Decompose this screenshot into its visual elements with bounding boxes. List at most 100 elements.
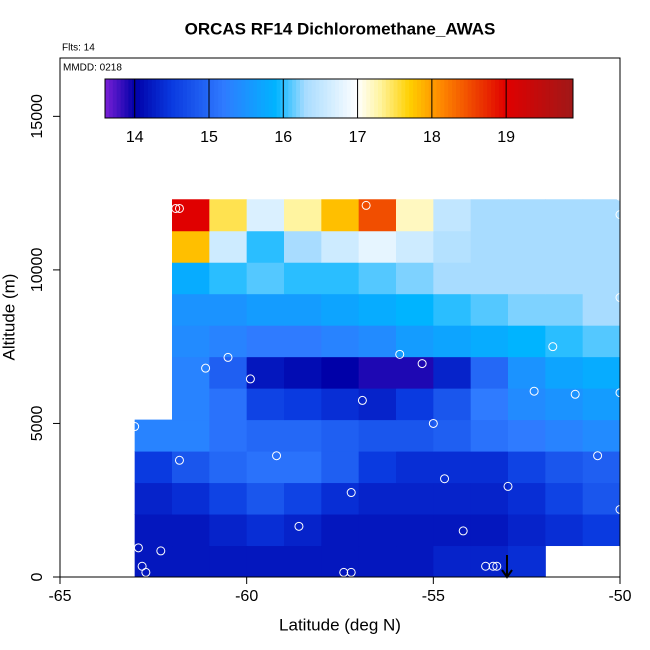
heat-cell [358, 514, 397, 547]
colorbar-segment [456, 79, 461, 118]
colorbar-segment [506, 79, 512, 118]
heat-cell [433, 514, 472, 547]
colorbar-segment [264, 79, 270, 118]
x-axis-label: Latitude (deg N) [279, 615, 401, 634]
colorbar-segment [300, 79, 305, 118]
heat-cell [209, 262, 248, 295]
colorbar-segment [147, 79, 153, 118]
colorbar-segment [510, 79, 515, 118]
colorbar-segment [124, 79, 129, 118]
heat-cell [172, 545, 210, 578]
colorbar-segment [167, 79, 172, 118]
heat-cell [172, 325, 210, 358]
heat-cell [172, 230, 210, 263]
colorbar-segment [225, 79, 231, 118]
heat-cell [284, 451, 322, 484]
colorbar-segment [323, 79, 328, 118]
heat-cell [396, 388, 434, 421]
colorbar-segment [350, 79, 356, 118]
observation [130, 422, 140, 432]
heat-cell [433, 482, 472, 515]
heat-cell [209, 482, 248, 515]
colorbar-segment [105, 79, 110, 118]
heat-cell [321, 356, 360, 389]
heat-cell [209, 545, 248, 578]
colorbar-tick-label: 14 [126, 129, 144, 146]
colorbar-segment [514, 79, 519, 118]
colorbar-segment [175, 79, 180, 118]
colorbar-segment [276, 79, 281, 118]
colorbar-segment [385, 79, 391, 118]
heat-cell [582, 419, 621, 452]
heat-cell [358, 388, 397, 421]
observations [130, 191, 625, 577]
heat-cell [396, 230, 434, 263]
heat-cell [209, 514, 248, 547]
heat-cell [396, 451, 434, 484]
colorbar-segment [327, 79, 332, 118]
colorbar-segment [237, 79, 242, 118]
heat-cell [545, 419, 584, 452]
heat-cell [172, 356, 210, 389]
colorbar-segment [413, 79, 418, 118]
colorbar-segment [108, 79, 114, 118]
heat-cell [508, 230, 546, 263]
colorbar-segment [144, 79, 149, 118]
x-tick-label: -50 [608, 588, 631, 605]
heat-cell [470, 262, 509, 295]
heat-cell [246, 325, 285, 358]
colorbar-segment [288, 79, 293, 118]
colorbar-segment [522, 79, 527, 118]
observation [171, 203, 181, 213]
colorbar-segment [452, 79, 457, 118]
colorbar-segment [358, 79, 363, 118]
heatmap [134, 199, 621, 578]
colorbar-segment [389, 79, 395, 118]
colorbar-segment [120, 79, 125, 118]
heat-cell [545, 230, 584, 263]
heat-cell [582, 262, 621, 295]
heat-cell [321, 451, 360, 484]
x-tick-label: -55 [422, 588, 445, 605]
observation [156, 546, 166, 556]
colorbar-segment [378, 79, 383, 118]
heat-cell [433, 199, 472, 232]
heat-cell [545, 262, 584, 295]
colorbar-segment [549, 79, 554, 118]
heat-cell [508, 199, 546, 232]
heat-cell [321, 514, 360, 547]
heat-cell [246, 199, 285, 232]
heat-cell [284, 199, 322, 232]
colorbar-segment [311, 79, 317, 118]
heat-cell [358, 451, 397, 484]
heat-cell [246, 356, 285, 389]
colorbar-segment [307, 79, 313, 118]
observation [174, 455, 184, 465]
colorbar-segment [475, 79, 480, 118]
colorbar-segment [346, 79, 352, 118]
heat-cell [321, 262, 360, 295]
colorbar-segment [553, 79, 558, 118]
colorbar-segment [136, 79, 141, 118]
heat-cell [134, 514, 173, 547]
heat-cell [284, 325, 322, 358]
heat-cell [508, 419, 546, 452]
colorbar-segment [233, 79, 239, 118]
heat-cell [321, 482, 360, 515]
colorbar-segment [354, 79, 359, 118]
heat-cell [508, 356, 546, 389]
colorbar-segment [335, 79, 340, 118]
colorbar-segment [319, 79, 324, 118]
colorbar-segment [557, 79, 562, 118]
colorbar-segment [561, 79, 566, 118]
colorbar-segment [463, 79, 469, 118]
colorbar-segment [214, 79, 219, 118]
heat-cell [209, 451, 248, 484]
colorbar-tick-label: 18 [423, 129, 441, 146]
heat-cell [246, 451, 285, 484]
colorbar-segment [569, 79, 574, 118]
heat-cell [358, 230, 397, 263]
heat-cell [172, 451, 210, 484]
colorbar-tick-label: 16 [274, 129, 292, 146]
heat-cell [508, 451, 546, 484]
